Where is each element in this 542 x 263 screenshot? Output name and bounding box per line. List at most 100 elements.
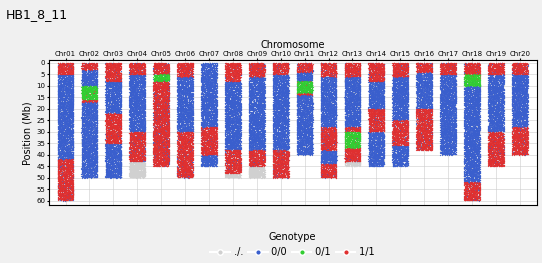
Point [295,152,304,156]
Point [88,140,96,144]
Point [325,138,333,142]
Point [91,135,99,139]
Point [280,75,288,79]
Point [280,134,289,139]
Point [323,91,332,95]
Point [514,97,522,101]
Point [446,77,455,81]
Point [272,140,281,145]
Point [273,91,282,95]
Point [318,111,327,115]
Point [179,132,188,136]
Point [354,155,363,159]
Point [115,128,124,133]
Point [224,157,233,161]
Point [283,103,292,108]
Point [199,92,208,96]
Point [208,158,216,162]
Point [163,70,171,74]
Point [317,93,325,97]
Point [107,61,116,65]
Point [83,144,92,148]
Point [331,168,339,172]
Point [472,198,481,202]
Point [188,141,196,145]
Point [223,93,232,98]
Point [464,195,473,199]
Point [156,125,164,129]
Point [183,79,191,83]
Point [322,137,331,141]
Point [116,154,125,159]
Point [160,143,169,148]
Point [234,117,243,121]
Point [437,123,446,127]
Point [280,147,288,151]
Point [428,134,436,138]
Point [173,149,182,153]
Point [109,75,118,79]
Point [322,128,331,132]
Point [64,136,73,140]
Point [61,190,69,194]
Point [202,145,211,149]
Point [307,148,315,152]
Point [236,75,244,80]
Point [157,122,165,126]
Point [369,131,377,135]
Point [164,145,173,149]
Point [102,127,111,131]
Point [133,166,141,170]
Point [370,143,378,147]
Point [283,172,292,176]
Point [446,102,454,107]
Point [299,112,307,116]
Point [107,132,116,136]
Point [390,99,399,103]
Point [511,79,519,83]
Point [512,76,521,80]
Point [180,102,189,106]
Point [251,165,260,169]
Point [449,87,458,92]
Point [475,183,483,187]
Point [324,124,333,128]
Point [247,89,255,94]
Point [180,104,189,108]
Point [355,127,364,131]
Point [83,97,92,102]
Point [199,123,208,128]
Point [252,152,261,156]
Point [395,80,404,84]
Point [156,161,165,165]
Point [307,96,315,100]
Point [305,135,314,139]
Point [399,107,408,112]
Point [519,138,527,142]
Point [323,142,332,146]
Point [514,128,523,132]
Point [398,75,407,79]
Point [494,90,503,94]
Point [328,82,337,86]
Point [281,97,289,101]
Point [225,163,234,167]
Point [442,147,450,151]
Point [395,115,403,120]
Point [471,79,480,83]
Point [106,128,114,133]
Point [317,115,326,119]
Point [513,61,522,65]
Point [180,133,189,137]
Point [223,104,232,108]
Point [325,173,333,178]
Point [62,83,70,87]
Point [306,74,315,79]
Point [417,103,426,107]
Point [85,157,93,161]
Point [272,140,280,145]
Point [308,110,317,114]
Point [132,84,140,88]
Point [492,118,501,122]
Point [323,172,332,176]
